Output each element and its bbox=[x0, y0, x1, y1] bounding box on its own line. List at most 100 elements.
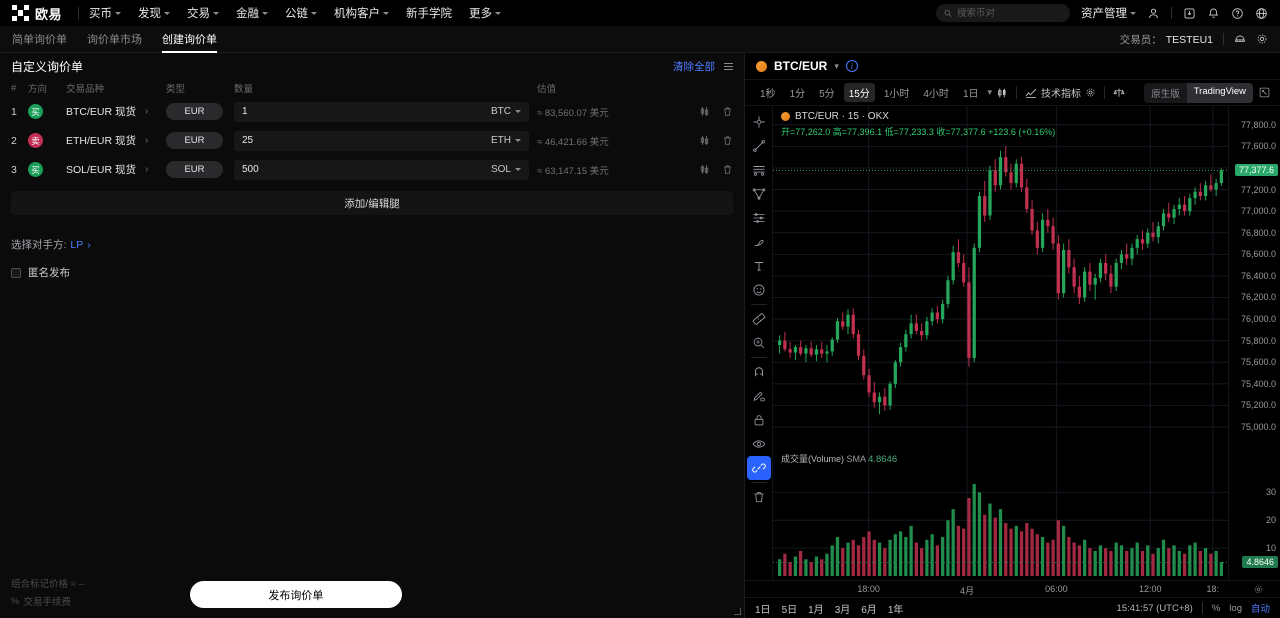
row-instrument[interactable]: ETH/EUR 现货 › bbox=[66, 133, 166, 148]
okx-logo[interactable]: 欧易 bbox=[12, 4, 62, 23]
text-icon[interactable] bbox=[747, 254, 771, 278]
anonymous-checkbox[interactable] bbox=[11, 267, 21, 278]
tab-rfq-market[interactable]: 询价单市场 bbox=[87, 26, 142, 53]
compare-icon[interactable] bbox=[1113, 87, 1125, 99]
range-1y[interactable]: 1年 bbox=[887, 604, 904, 616]
eye-icon[interactable] bbox=[747, 432, 771, 456]
timeframe-1d[interactable]: 1日 bbox=[962, 89, 979, 100]
timeframe-5m[interactable]: 5分 bbox=[819, 89, 835, 100]
unit-selector[interactable]: SOL bbox=[491, 164, 521, 175]
horizontal-lines-icon[interactable] bbox=[747, 158, 771, 182]
publish-rfq-button[interactable]: 发布询价单 bbox=[189, 581, 402, 608]
unit-selector[interactable]: ETH bbox=[491, 135, 521, 146]
chart-canvas[interactable]: BTC/EUR · 15 · OKX 开=77,262.0 高=77,396.1… bbox=[773, 106, 1228, 580]
gear-icon[interactable] bbox=[1256, 33, 1268, 45]
helmet-icon[interactable] bbox=[1234, 33, 1246, 45]
timeframe-1m[interactable]: 1分 bbox=[789, 89, 806, 100]
search-input[interactable] bbox=[957, 7, 1062, 19]
tab-simple-rfq[interactable]: 简单询价单 bbox=[12, 26, 67, 53]
resize-handle[interactable] bbox=[734, 608, 741, 615]
row-side[interactable]: 卖 bbox=[28, 133, 66, 148]
range-6mo[interactable]: 6月 bbox=[861, 604, 877, 616]
chevron-right-icon[interactable]: › bbox=[87, 238, 91, 251]
nav-item-more[interactable]: 更多 bbox=[469, 5, 502, 21]
nav-item-trade[interactable]: 交易 bbox=[187, 5, 220, 21]
quantity-field-wrap[interactable]: ETH bbox=[234, 130, 529, 151]
time-axis-settings-icon[interactable] bbox=[1253, 584, 1264, 595]
auto-scale-button[interactable]: 自动 bbox=[1250, 604, 1270, 615]
quantity-input[interactable] bbox=[242, 106, 491, 117]
clear-all-button[interactable]: 清除全部 bbox=[673, 60, 715, 73]
timeframe-1h[interactable]: 1小时 bbox=[883, 89, 910, 100]
brush-icon[interactable] bbox=[747, 230, 771, 254]
trendline-icon[interactable] bbox=[747, 134, 771, 158]
nav-item-buy-crypto[interactable]: 买币 bbox=[89, 5, 122, 21]
fib-channel-icon[interactable] bbox=[747, 206, 771, 230]
candlestick-icon[interactable] bbox=[699, 164, 710, 175]
ruler-icon[interactable] bbox=[747, 307, 771, 331]
nav-item-institutional[interactable]: 机构客户 bbox=[334, 5, 390, 21]
pitchfork-icon[interactable] bbox=[747, 182, 771, 206]
time-axis[interactable]: 18:00 4月 06:00 12:00 18: bbox=[745, 580, 1280, 597]
globe-icon[interactable] bbox=[1255, 7, 1268, 20]
fullscreen-icon[interactable] bbox=[1259, 87, 1270, 98]
percent-scale-button[interactable]: % bbox=[1211, 602, 1221, 614]
delete-icon[interactable] bbox=[722, 164, 733, 175]
bell-icon[interactable] bbox=[1207, 7, 1220, 20]
counterparty-value[interactable]: LP bbox=[70, 238, 84, 251]
range-3mo[interactable]: 3月 bbox=[834, 604, 851, 616]
candlestick-icon[interactable] bbox=[699, 135, 710, 146]
range-1mo[interactable]: 1月 bbox=[808, 604, 824, 616]
candlestick-icon[interactable] bbox=[699, 106, 710, 117]
tab-create-rfq[interactable]: 创建询价单 bbox=[162, 26, 217, 53]
unit-selector[interactable]: BTC bbox=[491, 106, 521, 117]
row-side[interactable]: 买 bbox=[28, 162, 66, 177]
timeframe-1s[interactable]: 1秒 bbox=[760, 89, 776, 100]
row-type[interactable]: EUR bbox=[166, 103, 234, 120]
crosshair-icon[interactable] bbox=[747, 110, 771, 134]
trash-icon[interactable] bbox=[747, 485, 771, 509]
lock-icon[interactable] bbox=[747, 408, 771, 432]
pencil-lock-icon[interactable] bbox=[747, 384, 771, 408]
nav-item-academy[interactable]: 新手学院 bbox=[406, 5, 452, 21]
nav-item-finance[interactable]: 金融 bbox=[236, 5, 269, 21]
row-type[interactable]: EUR bbox=[166, 132, 234, 149]
view-mode-tradingview[interactable]: TradingView bbox=[1186, 82, 1253, 103]
chevron-down-icon[interactable]: ▾ bbox=[834, 60, 839, 71]
delete-icon[interactable] bbox=[722, 135, 733, 146]
anonymous-publish-checkbox-row[interactable]: 匿名发布 bbox=[11, 265, 733, 280]
range-5d[interactable]: 5日 bbox=[781, 604, 798, 616]
timeframe-4h[interactable]: 4小时 bbox=[923, 89, 949, 100]
user-icon[interactable] bbox=[1147, 7, 1160, 20]
price-axis[interactable]: 77,800.077,600.077,400.077,200.077,000.0… bbox=[1228, 106, 1280, 580]
menu-icon[interactable] bbox=[724, 62, 733, 70]
timeframe-more-chevron-icon[interactable]: ▾ bbox=[987, 87, 993, 97]
link-icon[interactable] bbox=[746, 456, 771, 480]
timeframe-15m[interactable]: 15分 bbox=[843, 83, 875, 102]
quantity-field-wrap[interactable]: BTC bbox=[234, 101, 529, 122]
log-scale-button[interactable]: log bbox=[1229, 602, 1242, 614]
candlestick-type-icon[interactable] bbox=[996, 87, 1008, 99]
view-mode-native[interactable]: 原生版 bbox=[1151, 88, 1180, 100]
magnet-icon[interactable] bbox=[747, 360, 771, 384]
row-type[interactable]: EUR bbox=[166, 161, 234, 178]
add-edit-leg-button[interactable]: 添加/编辑腿 bbox=[11, 191, 733, 215]
download-icon[interactable] bbox=[1183, 7, 1196, 20]
type-pill[interactable]: EUR bbox=[166, 103, 223, 120]
nav-item-discover[interactable]: 发现 bbox=[138, 5, 171, 21]
row-instrument[interactable]: SOL/EUR 现货 › bbox=[66, 162, 166, 177]
indicators-button[interactable]: 技术指标 bbox=[1025, 85, 1081, 100]
delete-icon[interactable] bbox=[722, 106, 733, 117]
row-instrument[interactable]: BTC/EUR 现货 › bbox=[66, 104, 166, 119]
range-1d[interactable]: 1日 bbox=[755, 604, 771, 616]
row-side[interactable]: 买 bbox=[28, 104, 66, 119]
type-pill[interactable]: EUR bbox=[166, 132, 223, 149]
help-icon[interactable] bbox=[1231, 7, 1244, 20]
chart-settings-gear-icon[interactable] bbox=[1085, 87, 1096, 98]
zoom-icon[interactable] bbox=[747, 331, 771, 355]
emoji-icon[interactable] bbox=[747, 278, 771, 302]
assets-menu[interactable]: 资产管理 bbox=[1081, 5, 1136, 21]
nav-item-chain[interactable]: 公链 bbox=[285, 5, 318, 21]
type-pill[interactable]: EUR bbox=[166, 161, 223, 178]
quantity-input[interactable] bbox=[242, 135, 491, 146]
